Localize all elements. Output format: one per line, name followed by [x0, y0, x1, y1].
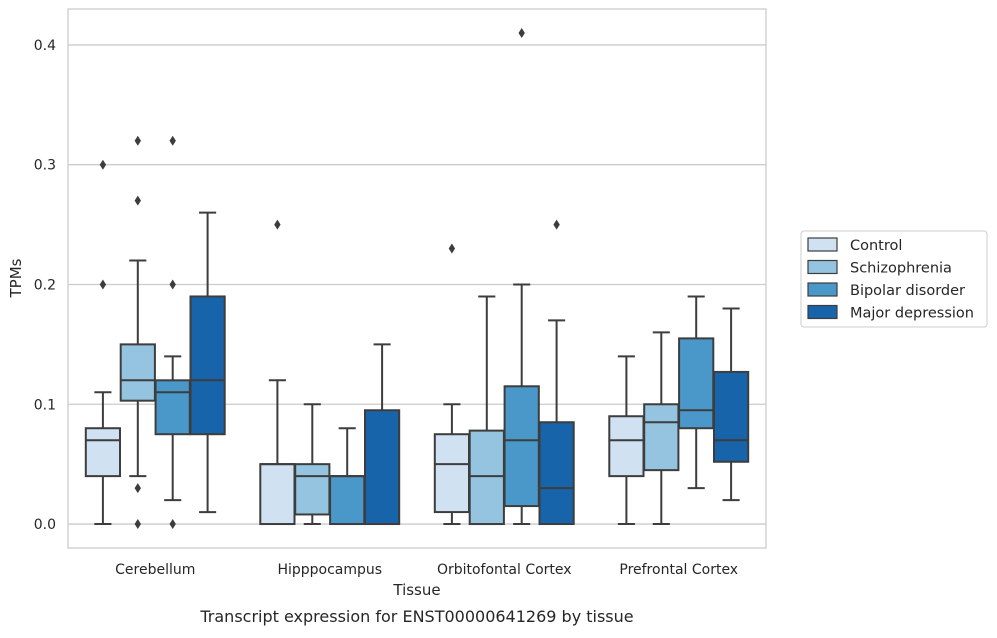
- box-group: [608, 355, 645, 526]
- box-iqr: [538, 421, 575, 526]
- outlier-point: [134, 135, 141, 146]
- box-iqr: [433, 433, 471, 514]
- y-tick-label: 0.4: [34, 38, 56, 54]
- box-group: [712, 307, 750, 502]
- box-group: [154, 135, 191, 530]
- box-iqr: [712, 370, 750, 463]
- legend-label: Control: [850, 238, 902, 254]
- x-tick-labels: Cerebellum Hipppocampus Orbitofontal Corte…: [115, 562, 738, 578]
- x-tick-label: Hipppocampus: [277, 562, 382, 578]
- box-iqr: [678, 337, 715, 430]
- figure-caption: Transcript expression for ENST0000064126…: [199, 607, 633, 626]
- outlier-point: [99, 159, 107, 170]
- box-iqr: [154, 379, 191, 436]
- outlier-point: [99, 279, 107, 290]
- box-iqr: [294, 463, 331, 516]
- legend-swatch: [807, 304, 838, 320]
- outlier-point: [553, 219, 560, 230]
- legend-label: Major depression: [850, 306, 974, 322]
- outlier-point: [448, 243, 456, 254]
- plot-frame: [67, 8, 767, 549]
- legend-label: Bipolar disorder: [850, 283, 965, 299]
- legend-swatch: [807, 282, 838, 297]
- x-tick-label: Cerebellum: [115, 562, 195, 578]
- box-group: [433, 243, 471, 526]
- x-axis-label: Tissue: [392, 581, 440, 599]
- outlier-point: [169, 519, 176, 530]
- outlier-point: [134, 483, 141, 494]
- y-tick-label: 0.2: [34, 277, 56, 293]
- legend-swatch: [807, 259, 838, 275]
- legend: Control Schizophrenia Bipolar disorder Majo…: [800, 230, 988, 328]
- box-group: [84, 159, 122, 526]
- box-group: [259, 219, 296, 526]
- boxes-layer: [84, 27, 750, 530]
- box-group: [503, 27, 540, 526]
- outlier-point: [274, 219, 281, 230]
- y-axis-label: TPMs: [7, 258, 25, 298]
- box-iqr: [363, 409, 401, 526]
- box-iqr: [119, 343, 156, 402]
- box-group: [643, 331, 680, 526]
- box-iqr: [643, 403, 680, 472]
- box-iqr: [84, 427, 122, 478]
- box-iqr: [329, 475, 366, 526]
- box-group: [363, 343, 401, 526]
- x-tick-label: Orbitofontal Cortex: [437, 562, 572, 578]
- legend-swatch: [807, 237, 838, 252]
- box-group: [189, 211, 226, 514]
- box-iqr: [503, 385, 540, 508]
- box-group: [468, 295, 505, 526]
- outlier-point: [134, 519, 141, 530]
- box-iqr: [468, 429, 505, 526]
- y-tick-labels: 0.0 0.1 0.2 0.3 0.4: [34, 38, 56, 533]
- box-iqr: [608, 415, 645, 478]
- legend-frame: [800, 230, 988, 328]
- legend-label: Schizophrenia: [850, 261, 952, 277]
- y-tick-label: 0.0: [34, 517, 56, 533]
- outlier-point: [169, 279, 176, 290]
- box-group: [119, 135, 156, 530]
- box-group: [538, 219, 575, 526]
- x-tick-label: Prefrontal Cortex: [619, 562, 738, 578]
- box-group: [294, 403, 331, 526]
- outlier-point: [134, 195, 141, 206]
- outlier-point: [169, 135, 176, 146]
- y-tick-label: 0.1: [34, 397, 56, 413]
- outlier-point: [518, 27, 525, 38]
- box-iqr: [259, 463, 296, 526]
- box-iqr: [189, 295, 226, 436]
- y-tick-label: 0.3: [34, 158, 56, 174]
